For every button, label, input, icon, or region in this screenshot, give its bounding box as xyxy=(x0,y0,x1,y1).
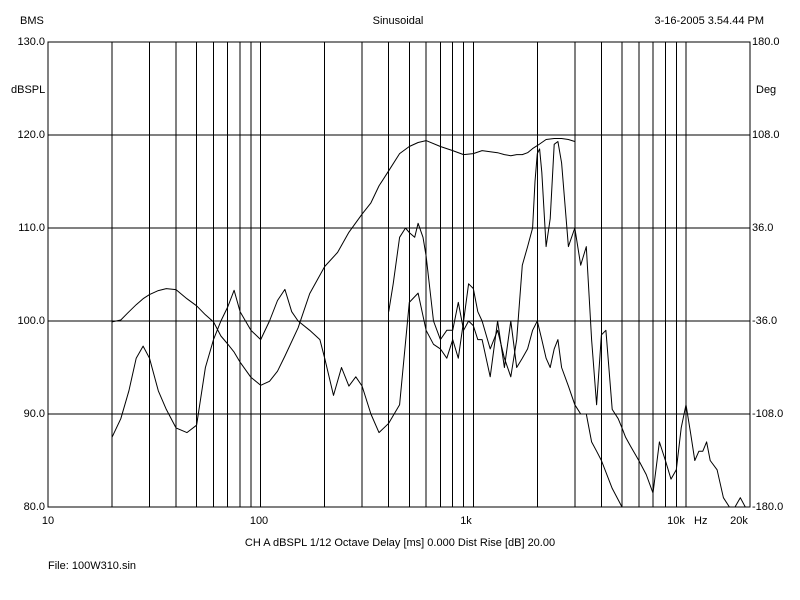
x-tick-label: 100 xyxy=(249,515,269,527)
x-tick-label: 20k xyxy=(730,515,748,527)
x-tick-label: 10 xyxy=(41,515,55,527)
spl-curve-1 xyxy=(111,141,750,508)
measurement-settings: CH A dBSPL 1/12 Octave Delay [ms] 0.000 … xyxy=(244,537,556,549)
y2-axis-unit-label: Deg xyxy=(756,84,777,96)
y2-tick-label: 108.0 xyxy=(752,129,780,141)
y-tick-label: 90.0 xyxy=(23,408,45,420)
spl-curve-2 xyxy=(388,222,639,508)
x-tick-label: 1k xyxy=(460,515,472,527)
y2-tick-label: -36.0 xyxy=(752,315,778,327)
header-measurement-type: Sinusoidal xyxy=(372,15,424,27)
x-tick-label: 10k xyxy=(667,515,685,527)
file-name: File: 100W310.sin xyxy=(48,560,137,572)
y-tick-label: 80.0 xyxy=(23,501,45,513)
y2-tick-label: 36.0 xyxy=(752,222,774,234)
series-curves xyxy=(111,138,750,508)
grid-lines xyxy=(48,42,750,507)
header-timestamp: 3-16-2005 3.54.44 PM xyxy=(654,15,764,27)
y-tick-label: 110.0 xyxy=(18,222,45,234)
phase-curve xyxy=(111,138,575,386)
plot-frame xyxy=(47,41,751,508)
header-brand: BMS xyxy=(20,15,44,27)
y-tick-label: 130.0 xyxy=(17,36,45,48)
y2-tick-label: -108.0 xyxy=(752,408,784,420)
y2-tick-label: -180.0 xyxy=(752,501,784,513)
y-tick-label: 100.0 xyxy=(17,315,45,327)
y2-tick-label: 180.0 xyxy=(752,36,780,48)
y-tick-label: 120.0 xyxy=(17,129,45,141)
y-axis-unit-label: dBSPL xyxy=(11,84,46,96)
x-axis-unit-label: Hz xyxy=(694,515,708,527)
